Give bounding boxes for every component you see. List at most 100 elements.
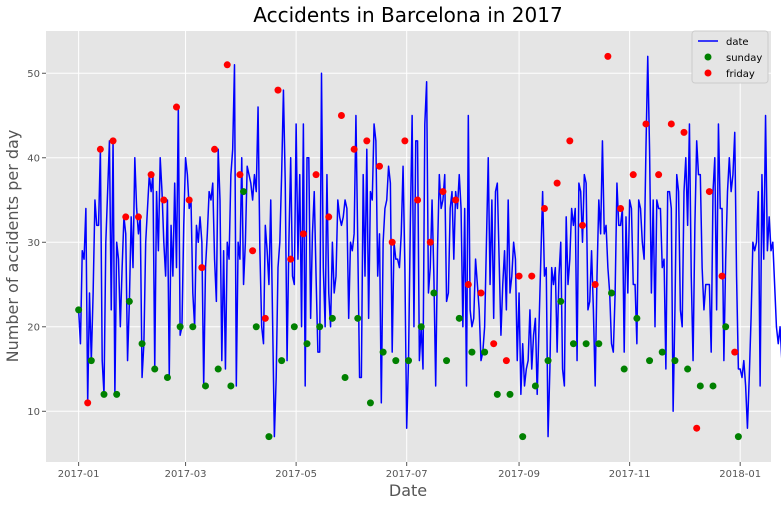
sunday-point <box>392 357 400 365</box>
legend-friday-swatch <box>704 69 712 77</box>
sunday-point <box>684 365 692 373</box>
friday-point <box>325 213 333 221</box>
sunday-point <box>582 340 590 348</box>
friday-point <box>490 340 498 348</box>
line-series <box>77 55 781 438</box>
sunday-point <box>696 382 704 390</box>
x-tick-label: 2018-01 <box>719 469 761 480</box>
sunday-point <box>125 297 133 305</box>
legend-sunday-swatch <box>704 53 712 61</box>
friday-point <box>502 357 510 365</box>
friday-series <box>84 52 739 432</box>
sunday-point <box>519 433 527 441</box>
sunday-point <box>75 306 83 314</box>
sunday-point <box>608 289 615 297</box>
sunday-point <box>646 357 654 365</box>
sunday-point <box>303 340 311 348</box>
friday-point <box>667 120 675 128</box>
sunday-point <box>493 390 501 398</box>
friday-point <box>84 399 92 407</box>
sunday-point <box>240 188 248 196</box>
friday-point <box>604 52 612 60</box>
friday-point <box>591 281 599 289</box>
sunday-point <box>189 323 197 331</box>
line-date <box>77 55 781 438</box>
friday-point <box>477 289 485 297</box>
friday-point <box>312 171 320 179</box>
legend: date sunday friday <box>691 30 769 84</box>
friday-point <box>680 128 688 136</box>
sunday-point <box>328 314 336 322</box>
friday-point <box>173 103 180 111</box>
friday-point <box>376 162 383 170</box>
chart-title: Accidents in Barcelona in 2017 <box>253 3 562 27</box>
friday-point <box>287 255 295 263</box>
friday-point <box>693 424 701 432</box>
friday-point <box>274 86 282 94</box>
friday-point <box>185 196 193 204</box>
friday-point <box>705 188 713 196</box>
friday-point <box>223 61 231 69</box>
x-tick-label: 2017-07 <box>386 469 428 480</box>
axis-ticks: 10 20 30 40 50 2017-01 2017-03 2017-05 2017-07 20… <box>27 69 761 480</box>
friday-point <box>134 213 142 221</box>
y-tick-label: 30 <box>27 238 40 249</box>
sunday-point <box>316 323 324 331</box>
friday-point <box>363 137 371 145</box>
friday-point <box>540 204 548 212</box>
sunday-point <box>252 323 260 331</box>
sunday-point <box>595 340 603 348</box>
sunday-point <box>481 348 489 356</box>
friday-point <box>350 145 358 153</box>
sunday-point <box>569 340 577 348</box>
legend-box <box>691 30 769 84</box>
friday-point <box>261 314 269 322</box>
friday-point <box>528 272 536 280</box>
sunday-point <box>366 399 374 407</box>
sunday-point <box>620 365 628 373</box>
friday-point <box>617 204 625 212</box>
sunday-point <box>176 323 184 331</box>
legend-entry-date: date <box>726 37 749 48</box>
sunday-point <box>709 382 717 390</box>
sunday-point <box>379 348 387 356</box>
friday-point <box>515 272 523 280</box>
legend-entry-sunday: sunday <box>726 53 762 64</box>
sunday-point <box>227 382 235 390</box>
sunday-point <box>417 323 425 331</box>
friday-point <box>388 238 396 246</box>
friday-point <box>566 137 574 145</box>
sunday-point <box>557 297 565 305</box>
friday-point <box>160 196 168 204</box>
sunday-point <box>163 373 171 381</box>
x-tick-label: 2017-01 <box>58 469 100 480</box>
sunday-point <box>290 323 298 331</box>
x-tick-label: 2017-11 <box>609 469 651 480</box>
y-tick-label: 10 <box>27 407 40 418</box>
friday-point <box>414 196 422 204</box>
friday-point <box>464 281 472 289</box>
friday-point <box>401 137 409 145</box>
sunday-point <box>265 433 273 441</box>
friday-point <box>122 213 130 221</box>
friday-point <box>249 247 257 255</box>
sunday-point <box>138 340 146 348</box>
sunday-point <box>531 382 539 390</box>
friday-point <box>642 120 650 128</box>
friday-point <box>629 171 637 179</box>
friday-point <box>96 145 104 153</box>
sunday-point <box>671 357 679 365</box>
sunday-point <box>151 365 159 373</box>
friday-point <box>211 145 219 153</box>
friday-point <box>439 188 447 196</box>
friday-point <box>198 264 206 272</box>
sunday-point <box>443 357 451 365</box>
y-tick-label: 50 <box>27 69 40 80</box>
legend-entry-friday: friday <box>726 69 755 80</box>
x-tick-label: 2017-05 <box>275 469 317 480</box>
sunday-point <box>341 373 349 381</box>
sunday-point <box>455 314 463 322</box>
sunday-point <box>113 390 121 398</box>
friday-point <box>299 230 307 238</box>
